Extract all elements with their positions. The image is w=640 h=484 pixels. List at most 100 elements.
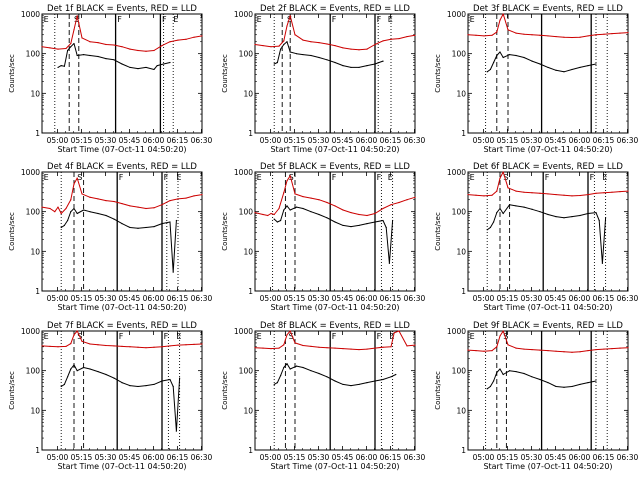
data-point-lld — [177, 344, 179, 346]
data-point-events — [70, 211, 72, 213]
marker-label-E: E — [388, 173, 393, 182]
data-point-lld — [555, 35, 557, 38]
data-point-events — [587, 65, 589, 67]
data-point-lld — [254, 43, 256, 46]
data-point-events — [366, 65, 368, 67]
data-point-lld — [105, 200, 107, 202]
data-point-events — [145, 226, 147, 229]
marker-label-F: F — [332, 173, 337, 182]
y-tick-label: 10 — [243, 406, 253, 415]
data-point-lld — [547, 350, 549, 352]
chart-title: Det 8f BLACK = Events, RED = LLD — [260, 321, 410, 331]
x-tick-label: 05:30 — [521, 453, 543, 462]
data-point-lld — [531, 192, 533, 194]
data-point-lld — [611, 33, 613, 35]
data-point-lld — [342, 209, 344, 211]
plot-frame — [41, 171, 203, 292]
data-point-lld — [563, 351, 565, 353]
chart-panel-8: Det 8f BLACK = Events, RED = LLD 1 10 100 10… — [221, 321, 426, 471]
x-tick-label: 05:45 — [545, 136, 567, 145]
marker-label-F: F — [332, 15, 337, 24]
y-tick-label: 10 — [30, 247, 40, 256]
marker-label-F: F — [377, 173, 382, 182]
data-point-events — [539, 63, 541, 65]
x-axis-label: Start Time (07-Oct-11 04:50:20) — [57, 145, 186, 154]
data-point-events — [392, 219, 394, 222]
data-point-lld — [73, 29, 75, 31]
data-point-lld — [283, 344, 285, 346]
marker-label-F: F — [119, 332, 124, 341]
data-point-lld — [270, 46, 272, 48]
y-tick-label: 1 — [35, 287, 40, 296]
marker-label-E: E — [44, 173, 49, 182]
data-point-events — [67, 219, 69, 222]
data-point-events — [283, 43, 285, 46]
x-tick-label: 05:00 — [473, 453, 495, 462]
data-point-events — [350, 66, 352, 69]
plot-frame — [41, 13, 203, 134]
plot-frame — [254, 330, 416, 451]
data-point-events — [83, 366, 85, 369]
data-point-events — [113, 59, 115, 61]
data-point-lld — [475, 350, 477, 352]
data-point-lld — [310, 345, 312, 347]
data-point-lld — [342, 47, 344, 49]
x-tick-label: 06:00 — [143, 453, 165, 462]
data-point-lld — [113, 345, 115, 347]
data-point-lld — [406, 35, 408, 38]
data-point-lld — [390, 346, 392, 348]
y-tick-label: 100 — [452, 50, 467, 59]
data-point-lld — [393, 332, 395, 334]
data-point-events — [326, 217, 328, 219]
chart-panel-6: Det 6f BLACK = Events, RED = LLD 1 10 100 10… — [434, 162, 639, 312]
data-point-events — [390, 376, 392, 378]
data-point-lld — [539, 192, 541, 194]
marker-label-S: S — [77, 173, 82, 182]
data-point-lld — [358, 348, 360, 351]
data-point-lld — [523, 33, 525, 35]
data-point-events — [97, 212, 99, 215]
x-tick-label: 05:30 — [95, 453, 117, 462]
data-point-lld — [507, 344, 509, 346]
data-point-lld — [358, 213, 360, 216]
y-tick-label: 100 — [26, 367, 41, 376]
data-point-events — [276, 382, 278, 384]
data-point-lld — [499, 335, 501, 337]
data-point-events — [366, 382, 368, 384]
data-point-events — [601, 262, 604, 264]
data-point-events — [153, 226, 155, 228]
data-point-lld — [398, 330, 400, 332]
data-point-lld — [113, 44, 115, 46]
x-tick-label: 05:00 — [260, 294, 282, 303]
data-point-lld — [475, 34, 477, 36]
y-axis-label: Counts/sec — [8, 212, 16, 251]
data-point-events — [563, 217, 565, 219]
x-axis-label: Start Time (07-Oct-11 04:50:20) — [57, 462, 186, 471]
data-point-lld — [523, 348, 525, 350]
x-tick-label: 06:30 — [404, 453, 426, 462]
data-point-lld — [406, 199, 408, 201]
data-point-events — [358, 66, 360, 69]
data-point-lld — [515, 347, 517, 349]
data-point-lld — [121, 345, 123, 347]
plot-frame — [254, 13, 416, 134]
x-tick-label: 06:30 — [404, 136, 426, 145]
chart-title: Det 3f BLACK = Events, RED = LLD — [473, 4, 623, 14]
data-point-events — [283, 366, 285, 369]
data-point-events — [286, 205, 288, 207]
data-point-lld — [289, 175, 291, 177]
data-point-events — [342, 383, 344, 386]
y-tick-label: 1000 — [447, 327, 466, 336]
data-point-lld — [177, 198, 179, 200]
x-tick-label: 06:00 — [356, 453, 378, 462]
data-point-events — [334, 61, 336, 64]
x-tick-label: 05:00 — [47, 136, 69, 145]
data-point-lld — [318, 346, 320, 348]
x-tick-label: 06:15 — [380, 136, 402, 145]
y-tick-label: 100 — [239, 208, 254, 217]
data-point-events — [273, 383, 275, 386]
data-point-events — [153, 68, 155, 71]
data-point-events — [169, 378, 171, 381]
data-point-lld — [334, 44, 336, 47]
y-axis-label: Counts/sec — [434, 54, 442, 93]
